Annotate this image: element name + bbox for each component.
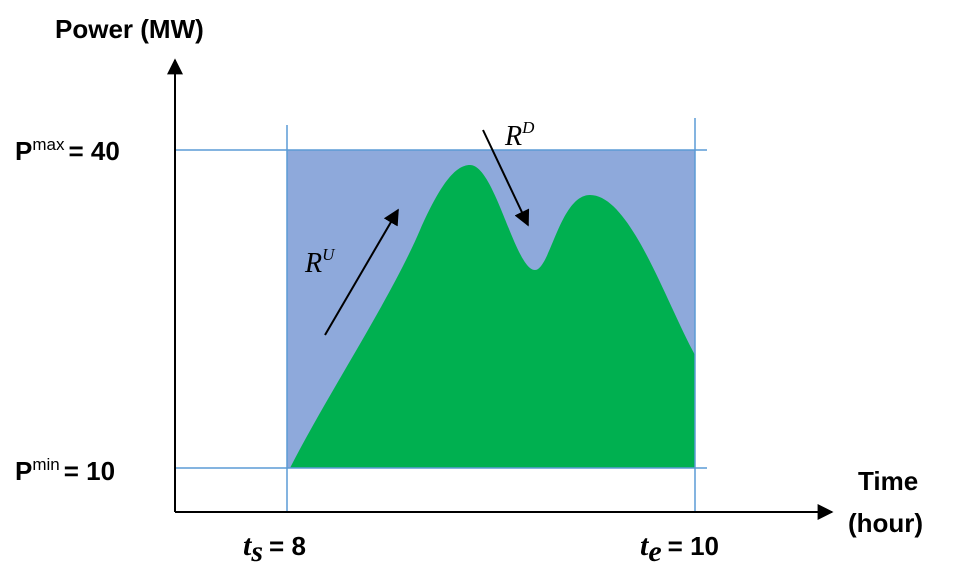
- pmin-label: Pmin = 10: [15, 455, 115, 486]
- subscript: s: [250, 535, 263, 565]
- superscript: max: [32, 135, 65, 154]
- superscript: min: [32, 455, 59, 474]
- equals: = 40: [68, 136, 119, 166]
- ts-label: ts = 8: [243, 529, 306, 565]
- x-title: (hour): [848, 508, 923, 538]
- symbol: t: [243, 529, 253, 562]
- equals: = 8: [269, 531, 306, 561]
- symbol: R: [504, 121, 522, 152]
- ramp-up-label: RU: [304, 245, 336, 279]
- y-title: Power (MW): [55, 14, 204, 44]
- x-title: Time: [858, 466, 918, 496]
- equals: = 10: [668, 531, 719, 561]
- pmax-label: Pmax = 40: [15, 135, 120, 166]
- symbol: P: [15, 136, 32, 166]
- axes: [167, 58, 834, 520]
- superscript: U: [322, 245, 336, 264]
- ramp-down-label: RD: [504, 118, 535, 152]
- symbol: t: [640, 529, 650, 562]
- te-label: te = 10: [640, 529, 719, 565]
- symbol: P: [15, 456, 32, 486]
- superscript: D: [521, 118, 535, 137]
- power-curve: [290, 165, 695, 468]
- subscript: e: [648, 535, 661, 565]
- equals: = 10: [64, 456, 115, 486]
- symbol: R: [304, 248, 322, 279]
- guide-lines: [175, 118, 707, 512]
